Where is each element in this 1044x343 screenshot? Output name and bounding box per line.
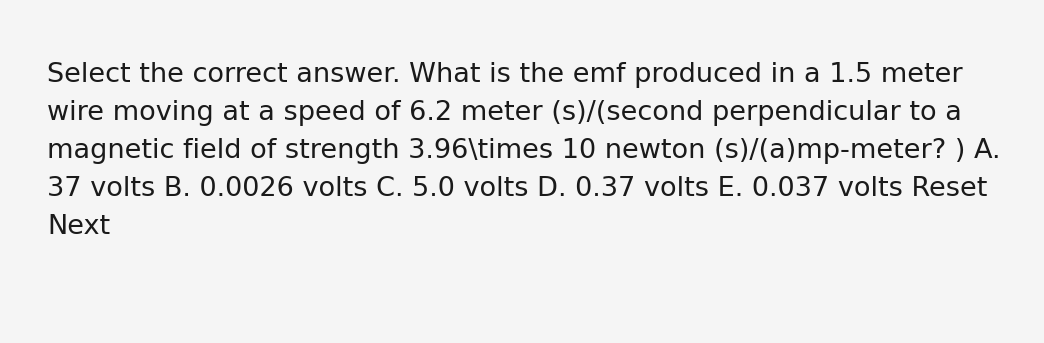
Text: Select the correct answer. What is the emf produced in a 1.5 meter
wire moving a: Select the correct answer. What is the e… [47,62,1000,240]
